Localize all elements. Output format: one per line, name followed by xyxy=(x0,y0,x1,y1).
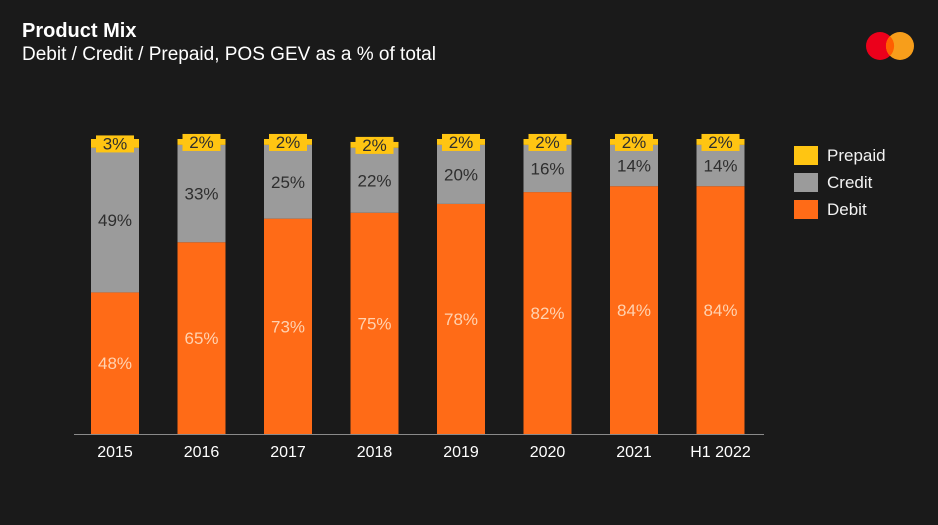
data-label-debit-0: 48% xyxy=(98,354,132,373)
bar-debit-5 xyxy=(523,192,572,434)
data-label-debit-5: 82% xyxy=(530,304,564,323)
data-label-prepaid-4: 2% xyxy=(449,133,474,152)
bar-debit-1 xyxy=(177,242,226,434)
data-label-credit-7: 14% xyxy=(703,157,737,176)
data-label-prepaid-0: 3% xyxy=(103,134,128,153)
x-tick-label-2: 2017 xyxy=(270,444,306,461)
data-label-debit-2: 73% xyxy=(271,317,305,336)
data-label-prepaid-7: 2% xyxy=(708,133,733,152)
legend-label-prepaid: Prepaid xyxy=(827,145,886,165)
x-tick-label-0: 2015 xyxy=(97,444,133,461)
data-label-credit-5: 16% xyxy=(530,160,564,179)
legend-swatch-prepaid xyxy=(794,146,818,165)
bar-credit-6 xyxy=(610,144,658,187)
data-label-prepaid-2: 2% xyxy=(276,133,301,152)
data-label-prepaid-3: 2% xyxy=(362,136,387,155)
data-label-prepaid-5: 2% xyxy=(535,133,560,152)
x-tick-label-3: 2018 xyxy=(357,444,393,461)
x-tick-label-7: H1 2022 xyxy=(690,444,751,461)
bar-label-bg-prepaid-5 xyxy=(528,133,567,151)
data-label-debit-3: 75% xyxy=(357,314,391,333)
bar-credit-2 xyxy=(264,144,312,219)
bar-label-bg-prepaid-0 xyxy=(96,135,134,153)
bar-credit-3 xyxy=(350,147,399,213)
legend-item-debit: Debit xyxy=(794,196,886,223)
page-title: Product Mix xyxy=(22,20,137,42)
data-label-credit-2: 25% xyxy=(271,173,305,192)
bar-label-bg-prepaid-1 xyxy=(182,133,221,151)
bar-debit-6 xyxy=(610,186,658,434)
bar-credit-7 xyxy=(696,144,745,187)
data-label-debit-7: 84% xyxy=(703,301,737,320)
data-label-debit-1: 65% xyxy=(184,329,218,348)
bar-label-bg-prepaid-6 xyxy=(615,133,653,151)
legend: Prepaid Credit Debit xyxy=(794,142,886,223)
bar-credit-0 xyxy=(91,147,139,293)
data-label-credit-0: 49% xyxy=(98,211,132,230)
bar-credit-5 xyxy=(523,144,572,193)
data-label-credit-6: 14% xyxy=(617,157,651,176)
x-tick-label-1: 2016 xyxy=(184,444,220,461)
page-subtitle: Debit / Credit / Prepaid, POS GEV as a %… xyxy=(22,44,436,65)
bar-debit-3 xyxy=(350,212,399,434)
x-tick-label-5: 2020 xyxy=(530,444,566,461)
data-label-prepaid-1: 2% xyxy=(189,133,214,152)
x-tick-label-4: 2019 xyxy=(443,444,479,461)
legend-item-prepaid: Prepaid xyxy=(794,142,886,169)
data-label-debit-6: 84% xyxy=(617,301,651,320)
bar-label-bg-prepaid-3 xyxy=(355,136,394,154)
bar-credit-4 xyxy=(437,144,485,204)
data-label-credit-3: 22% xyxy=(357,171,391,190)
bar-debit-4 xyxy=(437,203,485,434)
bar-debit-2 xyxy=(264,218,312,434)
legend-swatch-debit xyxy=(794,200,818,219)
bar-label-bg-prepaid-2 xyxy=(269,133,307,151)
legend-label-credit: Credit xyxy=(827,172,873,192)
legend-swatch-credit xyxy=(794,173,818,192)
mastercard-logo-icon xyxy=(866,32,914,60)
data-label-credit-4: 20% xyxy=(444,165,478,184)
x-tick-label-6: 2021 xyxy=(616,444,652,461)
bar-label-bg-prepaid-4 xyxy=(442,133,480,151)
data-label-credit-1: 33% xyxy=(184,185,218,204)
data-label-prepaid-6: 2% xyxy=(622,133,647,152)
legend-label-debit: Debit xyxy=(827,199,867,219)
data-label-debit-4: 78% xyxy=(444,310,478,329)
bar-debit-7 xyxy=(696,186,745,434)
legend-item-credit: Credit xyxy=(794,169,886,196)
bar-label-bg-prepaid-7 xyxy=(701,133,740,151)
bar-debit-0 xyxy=(91,292,139,434)
bar-credit-1 xyxy=(177,144,226,243)
